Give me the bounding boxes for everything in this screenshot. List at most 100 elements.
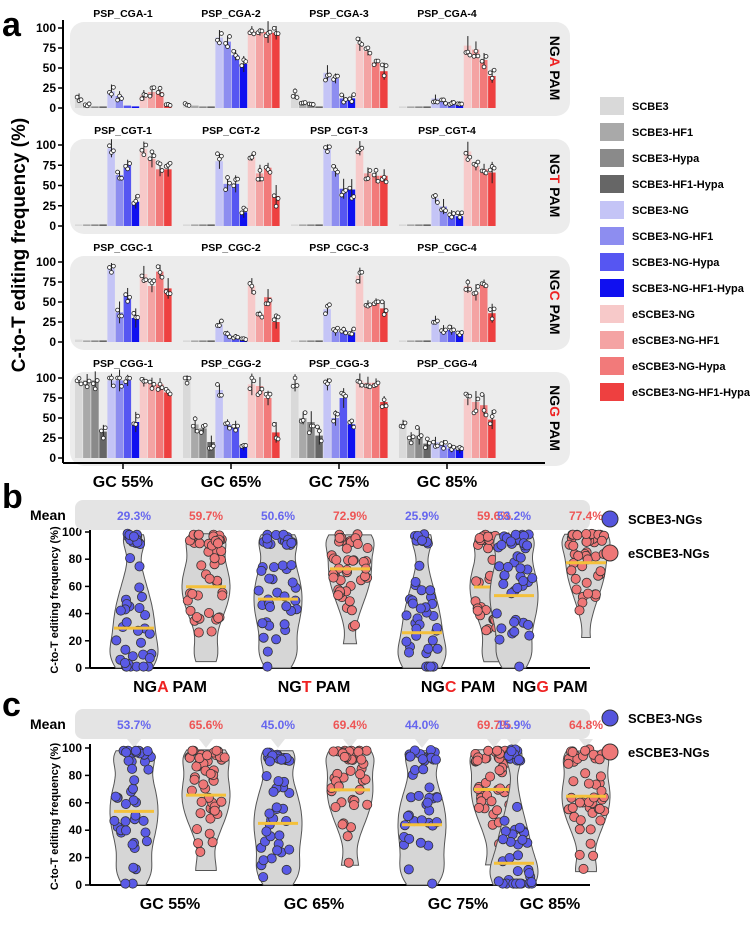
- data-point: [292, 88, 298, 94]
- bar: [347, 424, 356, 458]
- bar: [215, 324, 223, 342]
- legend-marker: [601, 510, 619, 528]
- x-label-base: G: [536, 679, 548, 696]
- data-point: [359, 269, 365, 275]
- bar: [355, 275, 364, 342]
- data-point: [415, 837, 426, 848]
- bar: [139, 95, 148, 108]
- bar: [99, 340, 107, 342]
- bar: [147, 92, 156, 108]
- data-point: [207, 837, 218, 848]
- bar: [223, 334, 231, 342]
- data-point: [205, 813, 216, 824]
- data-point: [190, 423, 196, 429]
- data-point: [405, 751, 416, 762]
- data-point: [155, 387, 161, 392]
- data-point: [485, 771, 496, 782]
- data-point: [481, 408, 487, 413]
- y-tick-label: 75: [43, 275, 57, 289]
- data-point: [233, 427, 238, 433]
- data-point: [459, 210, 465, 216]
- bar: [255, 314, 264, 342]
- data-point: [125, 166, 130, 172]
- data-point: [217, 323, 222, 328]
- pam-prefix: NG: [547, 385, 563, 406]
- bar: [264, 167, 272, 226]
- data-point: [343, 330, 348, 336]
- mean-value: 59.7%: [189, 509, 223, 523]
- data-point: [527, 573, 538, 584]
- bar: [415, 224, 423, 226]
- data-point: [351, 326, 357, 332]
- data-point: [596, 535, 607, 546]
- x-tick-label: NGT PAM: [278, 679, 351, 696]
- data-point: [573, 550, 584, 561]
- x-label-prefix: NG: [133, 679, 157, 696]
- data-point: [135, 637, 146, 648]
- data-point: [227, 180, 232, 186]
- pam-base: C: [547, 290, 563, 300]
- y-tick-label: 20: [69, 634, 83, 648]
- data-point: [271, 634, 282, 645]
- data-point: [143, 277, 149, 283]
- bar: [75, 339, 83, 342]
- legend-marker: [601, 743, 619, 761]
- data-point: [515, 563, 526, 574]
- data-point: [92, 386, 98, 392]
- bar: [331, 418, 339, 458]
- data-point: [524, 630, 535, 641]
- x-tick-label: GC 65%: [284, 896, 344, 913]
- bar: [107, 380, 115, 458]
- data-point: [187, 745, 198, 756]
- data-point: [290, 94, 296, 99]
- x-label-prefix: GC 55%: [140, 896, 200, 913]
- data-point: [195, 808, 206, 819]
- bar: [123, 380, 132, 458]
- data-point: [249, 283, 255, 289]
- bar: [247, 157, 256, 226]
- data-point: [443, 439, 448, 445]
- data-point: [359, 382, 365, 388]
- data-point: [341, 543, 352, 554]
- data-point: [310, 423, 316, 429]
- pam-label: NGG PAM: [547, 385, 563, 451]
- data-point: [219, 392, 224, 398]
- data-point: [149, 149, 155, 155]
- data-point: [459, 101, 465, 107]
- data-point: [361, 745, 372, 756]
- data-point: [479, 392, 485, 397]
- data-point: [294, 383, 300, 388]
- data-point: [473, 48, 479, 54]
- site-label: PSP_CGG-4: [417, 358, 477, 370]
- data-point: [574, 849, 585, 860]
- x-tick-label: GC 65%: [201, 474, 261, 491]
- bar: [107, 148, 115, 226]
- data-point: [331, 555, 342, 566]
- legend-a: SCBE3 SCBE3-HF1 SCBE3-Hypa SCBE3-HF1-Hypa SC…: [600, 97, 750, 401]
- data-point: [439, 441, 444, 446]
- data-point: [117, 375, 122, 381]
- data-point: [418, 433, 424, 438]
- pam-base: A: [547, 57, 563, 67]
- data-point: [339, 192, 344, 198]
- data-point: [435, 318, 440, 324]
- x-tick-label: NGG PAM: [512, 679, 587, 696]
- data-point: [157, 85, 163, 91]
- mean-pointer: [343, 739, 357, 748]
- site-label: PSP_CGC-1: [93, 242, 153, 254]
- y-tick-label: 100: [36, 371, 56, 385]
- bar: [372, 382, 380, 458]
- pam-prefix: NG: [547, 154, 563, 175]
- data-point: [211, 745, 222, 756]
- legend-label: SCBE3-Hypa: [632, 153, 700, 165]
- data-point: [103, 425, 108, 431]
- bar: [439, 445, 447, 458]
- data-point: [486, 796, 497, 807]
- data-point: [327, 378, 332, 383]
- data-point: [375, 380, 381, 386]
- bar: [199, 106, 207, 108]
- pam-base: T: [547, 175, 563, 184]
- data-point: [119, 176, 124, 181]
- data-point: [271, 422, 277, 427]
- bar: [355, 380, 364, 458]
